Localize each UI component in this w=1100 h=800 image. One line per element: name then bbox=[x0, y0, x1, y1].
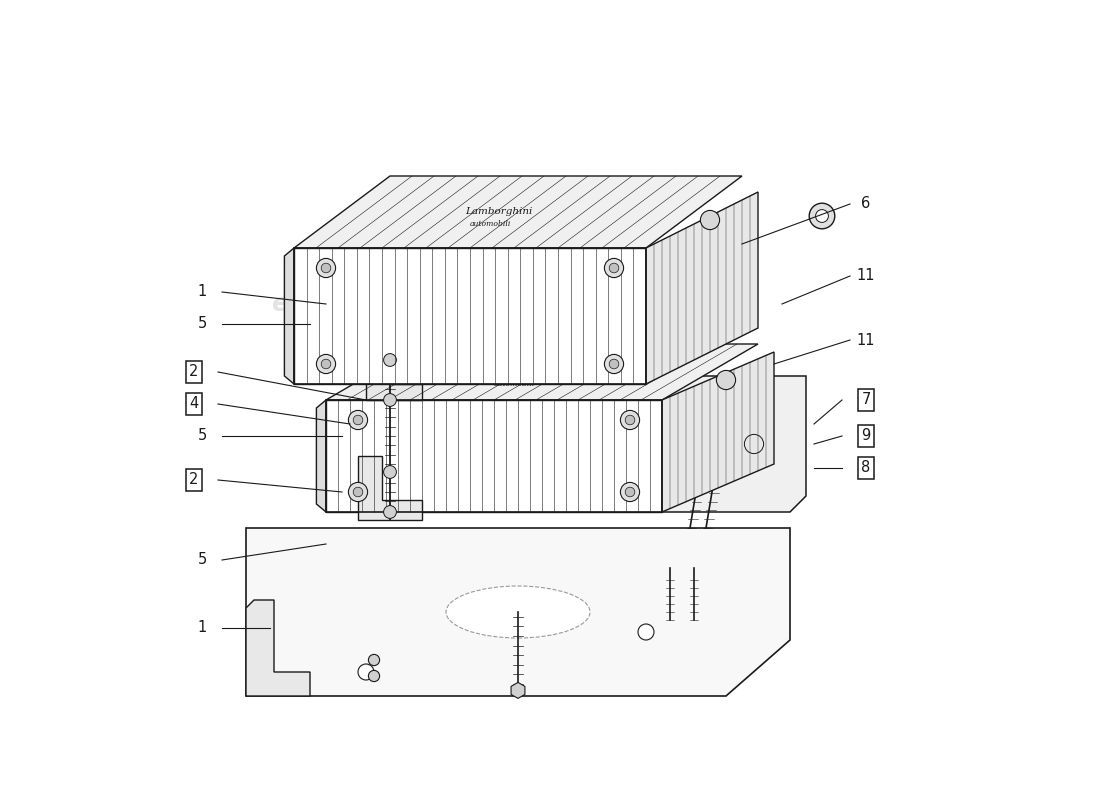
Circle shape bbox=[716, 370, 736, 390]
Text: 11: 11 bbox=[857, 333, 876, 347]
Polygon shape bbox=[662, 376, 806, 512]
Circle shape bbox=[638, 624, 654, 640]
Polygon shape bbox=[358, 456, 422, 520]
Text: automobili: automobili bbox=[494, 380, 536, 388]
Circle shape bbox=[317, 354, 336, 374]
Text: eurospares: eurospares bbox=[271, 292, 429, 316]
Text: 5: 5 bbox=[197, 317, 207, 331]
Text: 7: 7 bbox=[861, 393, 871, 407]
Circle shape bbox=[736, 426, 771, 462]
Polygon shape bbox=[246, 600, 310, 696]
Circle shape bbox=[353, 415, 363, 425]
Circle shape bbox=[321, 359, 331, 369]
Text: 8: 8 bbox=[861, 461, 870, 475]
Polygon shape bbox=[366, 352, 422, 400]
Text: 4: 4 bbox=[189, 397, 199, 411]
Circle shape bbox=[384, 506, 396, 518]
Text: eurospares: eurospares bbox=[566, 292, 725, 316]
Circle shape bbox=[317, 258, 336, 278]
Text: 1: 1 bbox=[197, 621, 207, 635]
Text: 9: 9 bbox=[861, 429, 870, 443]
Circle shape bbox=[604, 354, 624, 374]
Circle shape bbox=[384, 394, 396, 406]
Circle shape bbox=[353, 487, 363, 497]
Circle shape bbox=[609, 359, 619, 369]
Bar bbox=[706, 388, 716, 408]
Circle shape bbox=[745, 434, 763, 454]
Text: 2: 2 bbox=[189, 365, 199, 379]
Circle shape bbox=[321, 263, 331, 273]
Polygon shape bbox=[294, 248, 646, 384]
Text: eurospares: eurospares bbox=[566, 564, 725, 588]
Text: Lamborghini: Lamborghini bbox=[465, 207, 532, 217]
Text: 1: 1 bbox=[197, 285, 207, 299]
Circle shape bbox=[810, 203, 835, 229]
Circle shape bbox=[349, 410, 367, 430]
Circle shape bbox=[358, 664, 374, 680]
Circle shape bbox=[620, 482, 639, 502]
Circle shape bbox=[384, 466, 396, 478]
Text: eurospares: eurospares bbox=[271, 564, 429, 588]
Circle shape bbox=[368, 654, 379, 666]
Circle shape bbox=[620, 410, 639, 430]
Polygon shape bbox=[512, 682, 525, 698]
Circle shape bbox=[349, 482, 367, 502]
Polygon shape bbox=[317, 400, 326, 512]
Text: 11: 11 bbox=[857, 269, 876, 283]
Text: 2: 2 bbox=[189, 473, 199, 487]
Text: 6: 6 bbox=[861, 197, 870, 211]
Polygon shape bbox=[246, 528, 790, 696]
Circle shape bbox=[701, 210, 719, 230]
Circle shape bbox=[384, 354, 396, 366]
Circle shape bbox=[604, 258, 624, 278]
Text: 5: 5 bbox=[197, 429, 207, 443]
Ellipse shape bbox=[446, 586, 590, 638]
Circle shape bbox=[368, 670, 379, 682]
Polygon shape bbox=[662, 352, 774, 512]
Polygon shape bbox=[285, 248, 294, 384]
Polygon shape bbox=[326, 344, 758, 400]
Circle shape bbox=[609, 263, 619, 273]
Polygon shape bbox=[646, 192, 758, 384]
Circle shape bbox=[625, 415, 635, 425]
Text: automobili: automobili bbox=[470, 220, 512, 228]
Circle shape bbox=[625, 487, 635, 497]
Text: 5: 5 bbox=[197, 553, 207, 567]
Circle shape bbox=[815, 210, 828, 222]
Text: Lamborghini: Lamborghini bbox=[490, 367, 557, 377]
Polygon shape bbox=[294, 176, 742, 248]
Polygon shape bbox=[326, 400, 662, 512]
